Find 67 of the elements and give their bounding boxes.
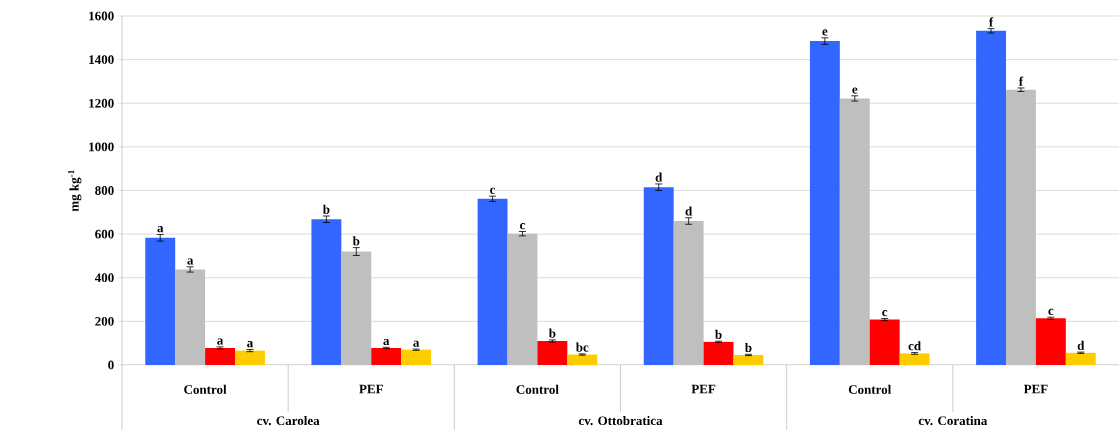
bar xyxy=(371,347,402,365)
y-axis-title: mg kg$^{-1}$ xyxy=(68,170,82,212)
bar xyxy=(175,269,206,365)
bar xyxy=(401,349,432,365)
bar xyxy=(869,319,900,365)
data-label: b xyxy=(745,342,752,353)
x-tick-label: PEF xyxy=(359,384,383,394)
bar xyxy=(477,198,508,365)
bar xyxy=(899,353,930,365)
data-label: b xyxy=(322,204,330,214)
bar xyxy=(1006,89,1036,365)
bar xyxy=(703,341,734,365)
data-label: d xyxy=(685,206,693,216)
bar xyxy=(976,30,1006,365)
data-label: d xyxy=(1077,340,1085,350)
bar xyxy=(145,237,176,365)
data-label: c xyxy=(520,223,526,230)
data-label: b xyxy=(352,236,360,246)
y-tick-label: 0 xyxy=(108,360,114,370)
y-tick-label: 400 xyxy=(94,273,114,283)
data-label: c xyxy=(882,310,888,317)
text: cv. Carolea xyxy=(257,415,320,426)
bar xyxy=(733,354,764,365)
data-label: e xyxy=(852,87,858,94)
bar xyxy=(839,98,870,365)
bar xyxy=(205,347,236,365)
y-tick-label: 600 xyxy=(95,229,114,239)
bar xyxy=(567,354,598,365)
bar xyxy=(809,41,840,365)
data-label: f xyxy=(988,17,994,27)
x-tick-label: PEF xyxy=(1023,384,1048,394)
data-label: e xyxy=(822,29,828,36)
data-label: c xyxy=(1048,308,1054,316)
bar xyxy=(235,350,265,365)
data-label: c xyxy=(490,187,496,194)
data-label: bc xyxy=(575,342,589,352)
data-label: a xyxy=(157,226,164,233)
y-tick-label: 1200 xyxy=(89,98,114,108)
data-label: a xyxy=(383,338,390,346)
data-label: cd xyxy=(908,341,921,351)
bar xyxy=(673,221,704,365)
data-label: b xyxy=(548,328,556,338)
bar xyxy=(341,251,372,365)
bar xyxy=(643,187,674,365)
x-tick-label: PEF xyxy=(691,384,716,394)
x-tick-label: Control xyxy=(848,384,892,394)
data-label: a xyxy=(413,340,420,347)
y-tick-label: 1000 xyxy=(89,142,114,152)
y-tick-label: 1600 xyxy=(89,11,114,21)
y-tick-label: 800 xyxy=(95,186,114,195)
x-tick-label: Control xyxy=(184,384,227,394)
x-tick-label: Control xyxy=(516,384,559,394)
text: cv. Coratina xyxy=(918,415,988,426)
data-label: a xyxy=(217,338,224,345)
bar xyxy=(537,340,568,365)
bar xyxy=(311,219,342,365)
y-tick-label: 1400 xyxy=(89,55,114,64)
data-label: b xyxy=(715,329,722,340)
y-tick-label: 200 xyxy=(95,316,114,326)
text: cv. Ottobratica xyxy=(578,415,663,426)
bar xyxy=(1065,352,1096,365)
data-label: f xyxy=(1018,76,1024,86)
bar xyxy=(507,233,538,365)
data-label: d xyxy=(655,172,663,182)
data-label: a xyxy=(247,341,254,348)
bar xyxy=(1035,318,1066,365)
data-label: a xyxy=(187,258,194,265)
